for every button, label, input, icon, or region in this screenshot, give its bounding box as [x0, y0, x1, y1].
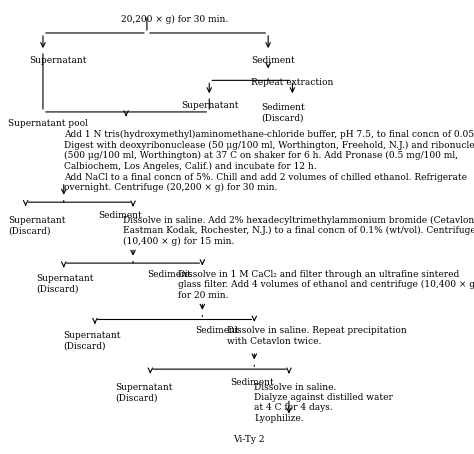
Text: Add 1 N tris(hydroxymethyl)aminomethane-chloride buffer, pH 7.5, to final concn : Add 1 N tris(hydroxymethyl)aminomethane-…: [64, 130, 474, 171]
Text: Supernatant
(Discard): Supernatant (Discard): [116, 383, 173, 402]
Text: Supernatant: Supernatant: [29, 55, 87, 64]
Text: Supernatant
(Discard): Supernatant (Discard): [9, 216, 66, 235]
Text: Sediment: Sediment: [230, 378, 274, 387]
Text: Dissolve in saline. Add 2% hexadecyltrimethylammonium bromide (Cetavlon,
Eastman: Dissolve in saline. Add 2% hexadecyltrim…: [123, 216, 474, 246]
Text: Supernatant
(Discard): Supernatant (Discard): [36, 274, 93, 294]
Text: Dissolve in saline. Repeat precipitation
with Cetavlon twice.: Dissolve in saline. Repeat precipitation…: [227, 326, 406, 345]
Text: Supernatant pool: Supernatant pool: [9, 118, 88, 128]
Text: Sediment: Sediment: [195, 326, 239, 335]
Text: Sediment: Sediment: [251, 55, 294, 64]
Text: Sediment
(Discard): Sediment (Discard): [261, 103, 305, 122]
Text: Supernatant
(Discard): Supernatant (Discard): [64, 331, 121, 350]
Text: Dissolve in 1 M CaCl₂ and filter through an ultrafine sintered
glass filter. Add: Dissolve in 1 M CaCl₂ and filter through…: [178, 270, 474, 300]
Text: Add NaCl to a final concn of 5%. Chill and add 2 volumes of chilled ethanol. Ref: Add NaCl to a final concn of 5%. Chill a…: [64, 173, 467, 192]
Text: Vi-Ty 2: Vi-Ty 2: [234, 434, 265, 444]
Text: Repeat extraction: Repeat extraction: [251, 78, 333, 87]
Text: 20,200 × g) for 30 min.: 20,200 × g) for 30 min.: [121, 15, 228, 24]
Text: Supernatant: Supernatant: [182, 101, 239, 110]
Text: Dissolve in saline.
Dialyze against distilled water
at 4 C for 4 days.
Lyophiliz: Dissolve in saline. Dialyze against dist…: [254, 383, 393, 423]
Text: Sediment: Sediment: [99, 211, 142, 220]
Text: Sediment: Sediment: [147, 270, 191, 279]
